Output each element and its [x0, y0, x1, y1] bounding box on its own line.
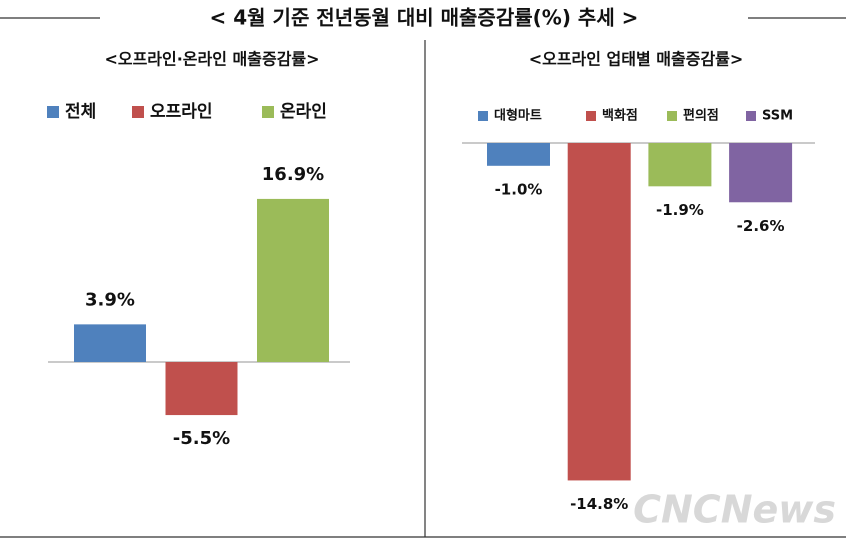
watermark: CNCNews: [633, 488, 836, 532]
legend-label: 편의점: [683, 108, 719, 124]
legend-label: 전체: [65, 102, 96, 122]
legend-swatch: [47, 106, 59, 118]
bar: [648, 143, 712, 187]
data-label: -2.6%: [737, 217, 785, 235]
legend-label: 대형마트: [494, 108, 542, 124]
data-label: -1.0%: [495, 180, 543, 198]
bar: [165, 362, 238, 416]
data-label: -1.9%: [656, 201, 704, 219]
legend-swatch: [262, 106, 274, 118]
legend-label: SSM: [762, 109, 793, 124]
data-label: -5.5%: [173, 428, 230, 449]
legend-swatch: [132, 106, 144, 118]
legend-swatch: [667, 111, 677, 121]
bar: [487, 143, 550, 166]
legend-label: 오프라인: [150, 102, 213, 122]
data-label: -14.8%: [570, 495, 628, 513]
legend-swatch: [746, 111, 756, 121]
data-label: 16.9%: [262, 164, 324, 185]
chart-title: <오프라인 업태별 매출증감률>: [529, 50, 744, 69]
data-label: 3.9%: [85, 289, 135, 310]
legend-swatch: [586, 111, 596, 121]
legend-label: 온라인: [280, 102, 327, 122]
page-title: < 4월 기준 전년동월 대비 매출증감률(%) 추세 >: [210, 6, 639, 30]
bar: [257, 198, 329, 362]
legend-swatch: [478, 111, 488, 121]
bar: [729, 143, 793, 203]
bar: [567, 143, 631, 481]
legend-label: 백화점: [602, 108, 638, 124]
bar: [74, 324, 146, 362]
chart-title: <오프라인·온라인 매출증감률>: [104, 50, 319, 69]
